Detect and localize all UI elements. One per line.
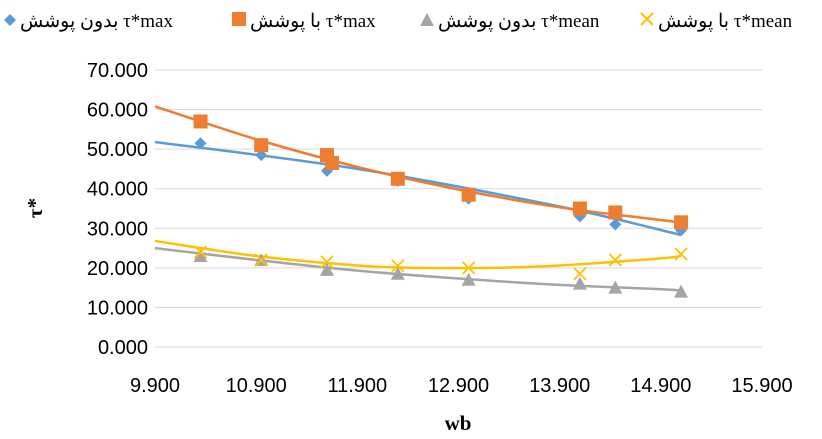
data-point-series-3 — [320, 255, 334, 269]
y-axis-title: τ* — [23, 198, 47, 218]
data-point-series-3 — [573, 267, 587, 281]
square-marker-icon — [232, 10, 246, 32]
trendlines — [154, 105, 682, 292]
diamond-marker-icon — [4, 10, 16, 32]
x-tick-label: 15.900 — [731, 375, 792, 397]
data-point-series-3 — [608, 253, 622, 267]
legend-label: بدون پوشش τ*mean — [438, 10, 600, 32]
data-point-series-3 — [193, 245, 208, 259]
x-tick-label: 12.900 — [428, 375, 489, 397]
data-point-series-1 — [608, 205, 623, 220]
trendline-series-2 — [154, 246, 682, 292]
data-point-series-1 — [325, 155, 340, 170]
chart-legend: بدون پوشش τ*max با پوشش τ*max بدون پوشش … — [0, 6, 822, 36]
y-tick-label: 0.000 — [98, 337, 148, 359]
data-point-series-1 — [390, 171, 405, 186]
data-point-series-2 — [390, 266, 405, 280]
legend-item-mean-cover: با پوشش τ*mean — [640, 6, 792, 36]
triangle-marker-icon — [420, 10, 434, 32]
legend-label: بدون پوشش τ*max — [20, 10, 173, 32]
data-point-series-2 — [572, 276, 587, 290]
y-tick-label: 60.000 — [87, 100, 148, 122]
legend-label: با پوشش τ*mean — [658, 10, 793, 32]
data-point-series-1 — [193, 114, 208, 129]
data-point-series-3 — [391, 259, 405, 273]
data-point-series-1 — [461, 187, 476, 202]
legend-item-max-no-cover: بدون پوشش τ*max — [4, 6, 173, 36]
data-point-series-1 — [572, 201, 587, 216]
data-point-series-2 — [608, 280, 623, 294]
x-tick-label: 11.900 — [327, 375, 387, 397]
y-tick-label: 70.000 — [87, 60, 148, 82]
x-axis-title: wb — [445, 411, 472, 435]
y-tick-label: 30.000 — [87, 218, 148, 240]
data-point-series-2 — [319, 262, 334, 276]
x-tick-label: 10.900 — [226, 375, 287, 397]
data-point-series-0 — [194, 137, 207, 150]
x-tick-label: 14.900 — [630, 375, 691, 397]
y-tick-label: 50.000 — [87, 139, 148, 161]
data-point-series-3 — [254, 253, 268, 267]
data-point-series-2 — [193, 248, 208, 262]
x-tick-label: 9.900 — [130, 375, 180, 397]
data-point-series-3 — [674, 247, 688, 261]
legend-item-max-cover: با پوشش τ*max — [232, 6, 376, 36]
legend-item-mean-no-cover: بدون پوشش τ*mean — [420, 6, 599, 36]
legend-label: با پوشش τ*max — [250, 10, 376, 32]
trendline-series-3 — [154, 239, 682, 270]
x-axis-ticks: 9.900 10.900 11.900 12.900 13.900 14.900 15.90… — [130, 375, 793, 397]
data-point-series-2 — [674, 284, 689, 298]
trendline-series-1 — [154, 105, 682, 224]
data-point-series-1 — [254, 138, 269, 153]
y-tick-label: 20.000 — [87, 258, 148, 280]
y-axis-ticks: 0.000 10.000 20.000 30.000 40.000 50.000 60.00… — [87, 60, 148, 359]
trendline-series-0 — [154, 140, 682, 237]
y-tick-label: 10.000 — [87, 297, 148, 319]
x-tick-label: 13.900 — [529, 375, 590, 397]
data-point-series-0 — [609, 218, 622, 231]
data-point-series-1 — [674, 215, 689, 230]
y-tick-label: 40.000 — [87, 179, 148, 201]
data-point-series-3 — [461, 261, 476, 275]
data-points — [193, 114, 689, 298]
x-marker-icon — [640, 10, 654, 32]
data-point-series-2 — [461, 272, 476, 286]
